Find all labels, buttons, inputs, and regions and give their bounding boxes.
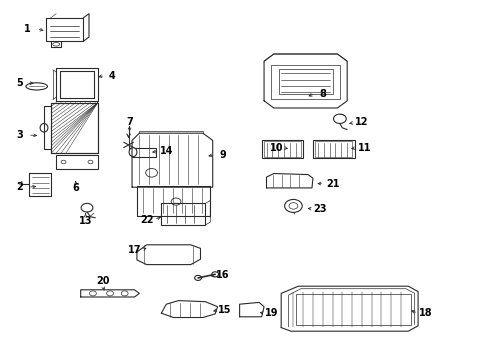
Text: 18: 18 [418, 308, 431, 318]
Text: 16: 16 [215, 270, 229, 280]
Text: 10: 10 [269, 143, 283, 153]
Text: 3: 3 [16, 130, 23, 140]
Ellipse shape [40, 123, 48, 132]
Text: 20: 20 [96, 276, 109, 286]
Text: 8: 8 [319, 89, 325, 99]
Text: 15: 15 [218, 305, 231, 315]
Text: 7: 7 [126, 117, 133, 127]
Ellipse shape [129, 148, 137, 157]
Bar [295, 294, 410, 325]
Text: 23: 23 [313, 204, 326, 214]
Bar [315, 141, 351, 157]
Bar [51, 103, 98, 153]
Text: 1: 1 [23, 24, 30, 34]
Bar [278, 69, 332, 94]
Text: 9: 9 [219, 150, 225, 160]
Bar [261, 140, 303, 158]
Text: 5: 5 [16, 78, 23, 88]
Text: 19: 19 [264, 308, 278, 318]
Bar [264, 141, 300, 157]
Text: 6: 6 [72, 183, 79, 193]
Text: 12: 12 [354, 117, 368, 127]
Bar [271, 65, 339, 99]
Bar [132, 148, 156, 157]
Bar [312, 140, 354, 158]
Text: 22: 22 [140, 215, 153, 225]
Text: 13: 13 [79, 216, 92, 226]
Text: 2: 2 [16, 182, 23, 192]
Bar [161, 203, 205, 225]
Text: 21: 21 [325, 179, 339, 189]
Text: 17: 17 [127, 245, 141, 255]
Text: 11: 11 [357, 143, 370, 153]
Text: 4: 4 [109, 71, 116, 81]
Bar [51, 103, 98, 153]
Bar [56, 155, 98, 169]
Text: 14: 14 [159, 146, 173, 156]
